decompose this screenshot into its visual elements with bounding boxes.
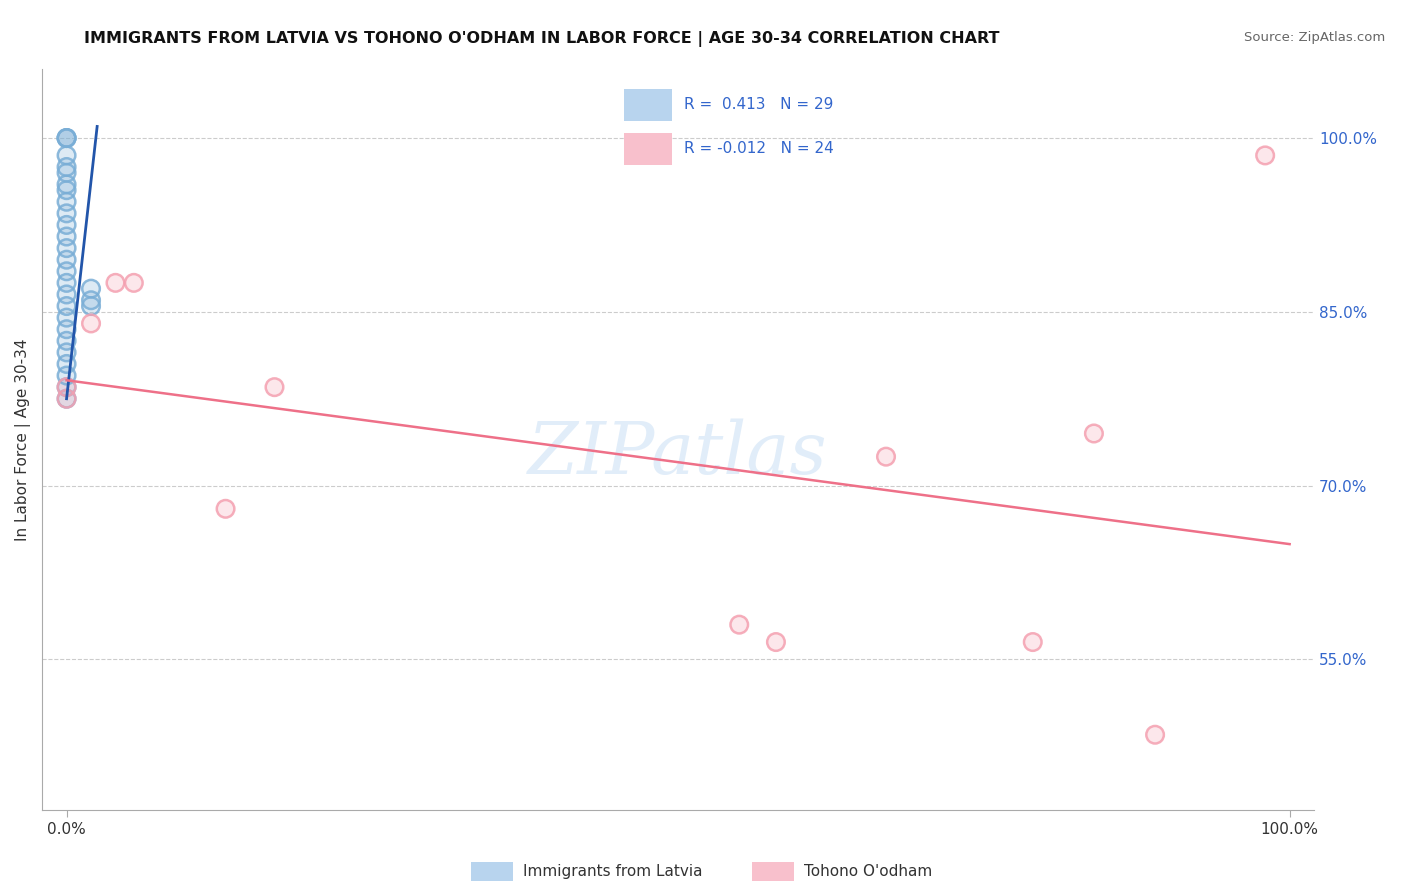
Point [1144,728,1167,742]
Point [55,368,77,383]
Point [55,334,77,348]
Text: Immigrants from Latvia: Immigrants from Latvia [523,864,703,879]
Point [55,160,77,174]
Point [55,148,77,162]
Point [55,392,77,406]
Text: IMMIGRANTS FROM LATVIA VS TOHONO O'ODHAM IN LABOR FORCE | AGE 30-34 CORRELATION : IMMIGRANTS FROM LATVIA VS TOHONO O'ODHAM… [84,31,1000,47]
Text: R =  0.413   N = 29: R = 0.413 N = 29 [685,97,834,112]
Point [122,276,145,290]
Text: R = -0.012   N = 24: R = -0.012 N = 24 [685,141,834,156]
Point [55,183,77,197]
Point [55,183,77,197]
Point [1254,148,1277,162]
Text: Source: ZipAtlas.com: Source: ZipAtlas.com [1244,31,1385,45]
Point [104,276,127,290]
Point [55,206,77,220]
Point [1022,635,1045,649]
Point [55,322,77,336]
Point [55,392,77,406]
Point [765,635,787,649]
Point [55,380,77,394]
FancyBboxPatch shape [624,133,672,164]
Point [55,131,77,145]
Point [875,450,897,464]
Point [55,194,77,209]
Point [55,229,77,244]
Point [122,276,145,290]
Point [55,194,77,209]
Point [55,345,77,359]
Point [55,252,77,267]
Point [80,293,103,308]
Point [1022,635,1045,649]
Point [55,229,77,244]
Point [263,380,285,394]
Point [55,334,77,348]
Point [55,392,77,406]
Text: ZIPatlas: ZIPatlas [529,419,828,490]
Point [55,241,77,255]
Point [55,380,77,394]
Point [765,635,787,649]
Point [80,317,103,331]
Point [80,282,103,296]
Point [55,252,77,267]
Point [55,264,77,278]
Point [55,322,77,336]
Point [55,380,77,394]
Point [55,299,77,313]
FancyBboxPatch shape [624,88,672,120]
Point [1083,426,1105,441]
Point [80,293,103,308]
Point [263,380,285,394]
Point [55,276,77,290]
Point [55,392,77,406]
Point [214,501,236,516]
Point [55,287,77,301]
Point [55,241,77,255]
Point [55,218,77,232]
Point [55,357,77,371]
Point [55,264,77,278]
Point [55,218,77,232]
Point [55,380,77,394]
Point [104,276,127,290]
Point [55,131,77,145]
Point [55,148,77,162]
Point [728,617,751,632]
Point [55,166,77,180]
Point [1083,426,1105,441]
Point [55,368,77,383]
Point [875,450,897,464]
Point [55,299,77,313]
Point [55,131,77,145]
Point [55,160,77,174]
Point [80,317,103,331]
Point [55,166,77,180]
Point [1254,148,1277,162]
Y-axis label: In Labor Force | Age 30-34: In Labor Force | Age 30-34 [15,338,31,541]
Point [55,131,77,145]
Point [55,276,77,290]
Text: Tohono O'odham: Tohono O'odham [804,864,932,879]
Point [80,299,103,313]
Point [55,357,77,371]
Point [80,282,103,296]
Point [55,178,77,192]
Point [728,617,751,632]
Point [55,178,77,192]
Point [1144,728,1167,742]
Point [55,287,77,301]
Point [55,310,77,325]
Point [214,501,236,516]
Point [80,299,103,313]
Point [55,345,77,359]
Point [55,131,77,145]
Point [55,206,77,220]
Point [55,131,77,145]
Point [55,310,77,325]
